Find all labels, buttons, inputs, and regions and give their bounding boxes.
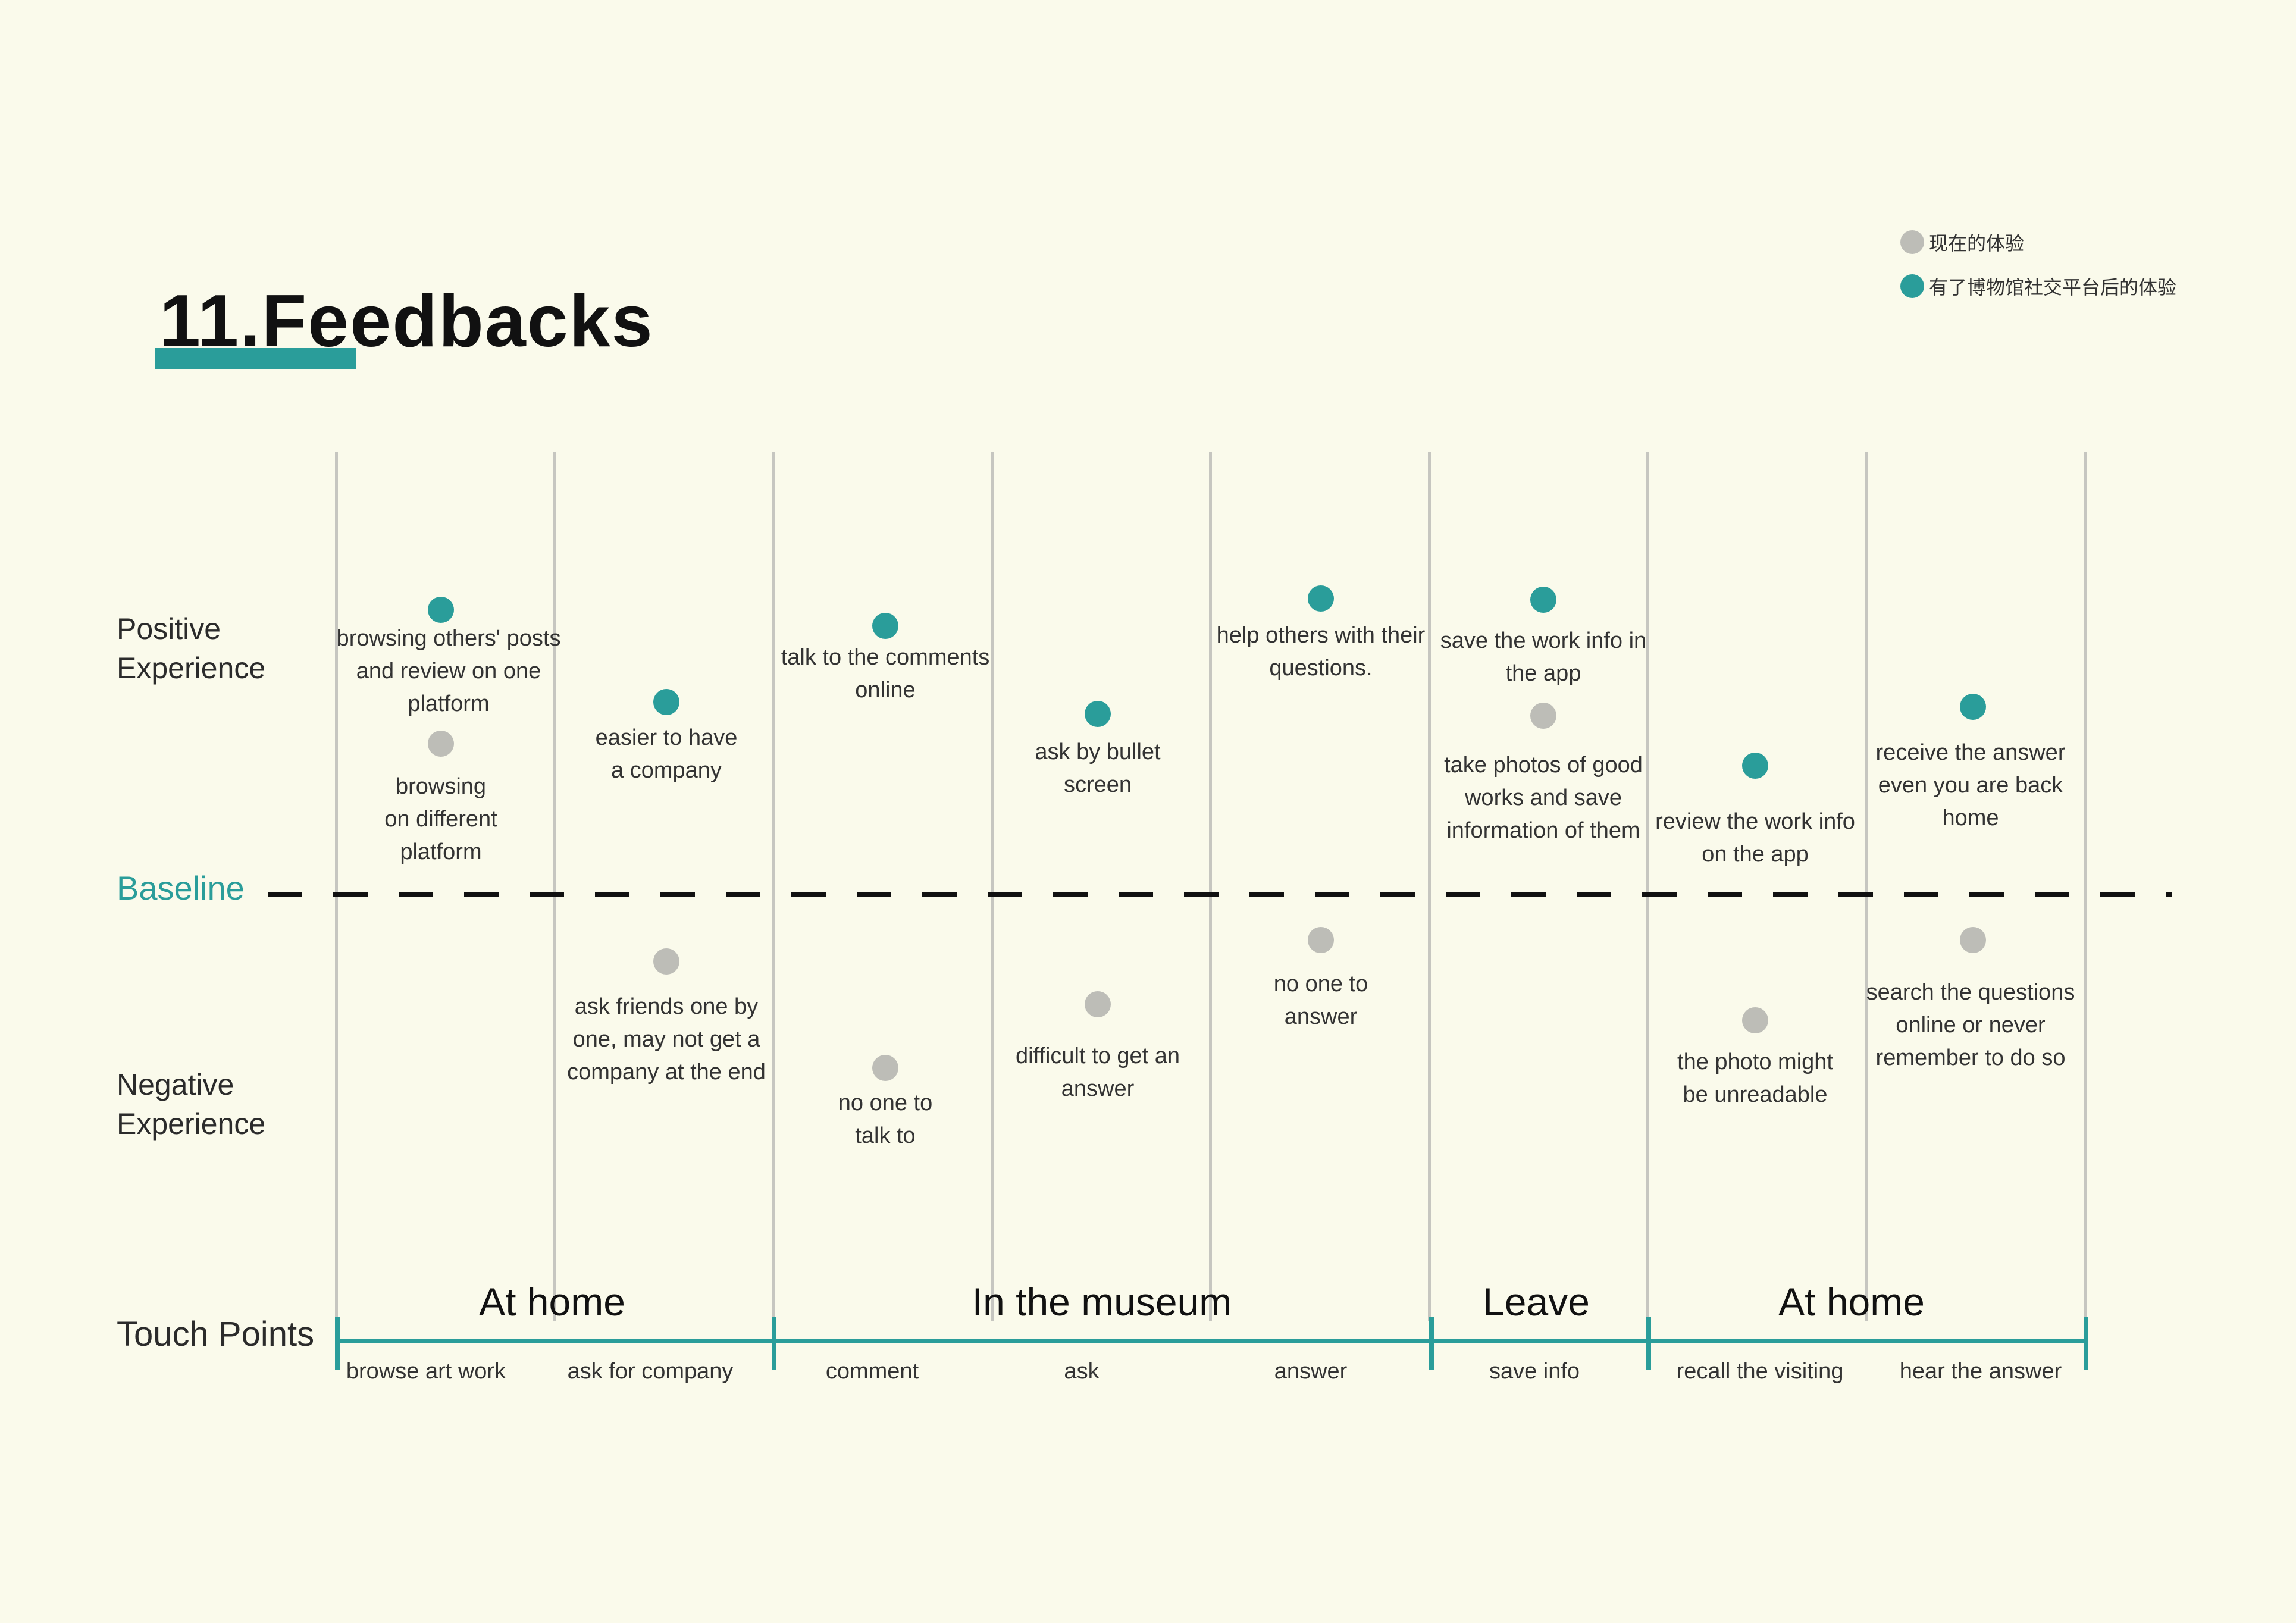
baseline-label: Baseline (117, 869, 245, 907)
column-divider (1209, 452, 1212, 1321)
grey-dot-browse (428, 731, 454, 757)
touch-points-label: Touch Points (117, 1315, 315, 1353)
note-save-with-platform: save the work info in the app (1440, 628, 1647, 686)
column-divider (335, 452, 338, 1321)
touch-point-hear: hear the answer (1899, 1359, 2062, 1384)
page-title: 11.Feedbacks (159, 280, 654, 362)
baseline-dashed-line (268, 892, 2172, 897)
teal-dot-ask (1085, 701, 1111, 727)
column-divider (1428, 452, 1431, 1321)
teal-dot-hear (1960, 694, 1986, 720)
note-ask-current: difficult to get an answer (1015, 1044, 1180, 1101)
column-divider (991, 452, 994, 1321)
note-comment-current: no one to talk to (838, 1091, 933, 1148)
note-company-with-platform: easier to have a company (595, 725, 738, 783)
axis-bracket (772, 1317, 776, 1370)
note-browse-with-platform: browsing others' posts and review on one… (336, 626, 561, 716)
axis-bracket (1429, 1317, 1434, 1370)
column-divider (1646, 452, 1649, 1321)
touch-points-axis (336, 1339, 2087, 1343)
phase-at-home-1: At home (479, 1280, 625, 1324)
column-divider (1865, 452, 1868, 1321)
phase-in-the-museum: In the museum (972, 1280, 1232, 1324)
column-divider (2084, 452, 2087, 1321)
note-hear-with-platform: receive the answer even you are back hom… (1875, 740, 2066, 831)
touch-point-ask: ask (1064, 1359, 1100, 1384)
note-hear-current: search the questions online or never rem… (1866, 980, 2075, 1070)
touch-point-browse: browse art work (346, 1359, 506, 1384)
note-ask-with-platform: ask by bullet screen (1035, 740, 1161, 797)
note-save-current: take photos of good works and save infor… (1444, 753, 1643, 843)
grey-dot-icon (1900, 230, 1924, 254)
grey-dot-hear (1960, 927, 1986, 953)
negative-experience-label: Negative Experience (117, 1068, 266, 1141)
note-recall-current: the photo might be unreadable (1677, 1049, 1833, 1107)
column-divider (772, 452, 775, 1321)
note-answer-current: no one to answer (1273, 972, 1368, 1029)
touch-point-save: save info (1489, 1359, 1580, 1384)
teal-dot-save (1530, 587, 1556, 613)
note-browse-current: browsing on different platform (384, 774, 497, 864)
note-company-current: ask friends one by one, may not get a co… (567, 994, 766, 1085)
grey-dot-answer (1308, 927, 1334, 953)
legend-label-current: 现在的体验 (1929, 233, 2025, 254)
phase-at-home-2: At home (1778, 1280, 1925, 1324)
grey-dot-ask (1085, 991, 1111, 1017)
note-comment-with-platform: talk to the comments online (781, 645, 990, 703)
teal-dot-recall (1742, 753, 1768, 779)
grey-dot-comment (872, 1055, 898, 1081)
teal-dot-answer (1308, 585, 1334, 612)
note-recall-with-platform: review the work info on the app (1655, 809, 1855, 867)
legend-item-with-platform: 有了博物馆社交平台后的体验 (1900, 272, 2176, 300)
touch-point-comment: comment (825, 1359, 919, 1384)
title-underline (155, 348, 356, 369)
axis-bracket (2084, 1317, 2088, 1370)
phase-leave: Leave (1483, 1280, 1590, 1324)
axis-bracket (335, 1317, 340, 1370)
grey-dot-company (653, 948, 679, 975)
teal-dot-icon (1900, 274, 1924, 298)
axis-bracket (1646, 1317, 1651, 1370)
touch-point-company: ask for company (567, 1359, 734, 1384)
legend-item-current: 现在的体验 (1900, 228, 2024, 256)
grey-dot-save (1530, 703, 1556, 729)
teal-dot-browse (428, 597, 454, 623)
touch-point-answer: answer (1274, 1359, 1348, 1384)
grey-dot-recall (1742, 1007, 1768, 1033)
touch-point-recall: recall the visiting (1676, 1359, 1844, 1384)
column-divider (553, 452, 556, 1321)
teal-dot-company (653, 689, 679, 715)
note-answer-with-platform: help others with their questions. (1216, 623, 1426, 681)
positive-experience-label: Positive Experience (117, 612, 266, 685)
legend-label-with-platform: 有了博物馆社交平台后的体验 (1929, 277, 2177, 298)
teal-dot-comment (872, 613, 898, 639)
